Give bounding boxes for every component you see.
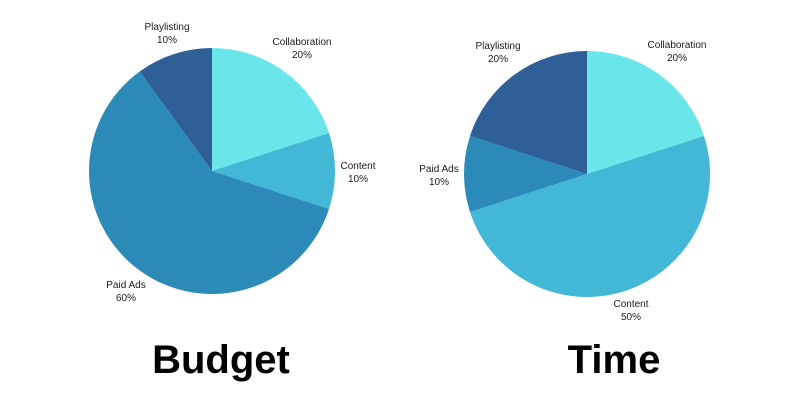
time-pie-chart: Collaboration 20% Content 50% Paid Ads 10% Pla…: [419, 40, 710, 382]
budget-pie-chart: Collaboration 20% Content 10% Paid Ads 60% Pla…: [89, 22, 376, 382]
budget-slice-paid-ads: [89, 71, 329, 294]
budget-slice-collaboration: [212, 48, 329, 171]
time-slice-playlisting: [470, 51, 587, 174]
budget-slice-playlisting: [139, 48, 212, 171]
time-label-playlisting: Playlisting 20%: [475, 41, 520, 65]
time-slice-paid-ads: [463, 135, 587, 213]
budget-slice-content: [212, 132, 336, 210]
time-label-paid-ads: Paid Ads 10%: [419, 164, 458, 188]
budget-label-playlisting: Playlisting 10%: [144, 22, 189, 46]
time-slice-collaboration: [587, 50, 704, 174]
budget-label-collaboration: Collaboration 20%: [273, 37, 332, 61]
budget-title: Budget: [152, 338, 290, 382]
time-slice-content: [470, 135, 710, 297]
budget-label-paid-ads: Paid Ads 60%: [106, 280, 145, 304]
time-label-collaboration: Collaboration 20%: [648, 40, 707, 64]
time-title: Time: [568, 338, 661, 382]
time-label-content: Content 50%: [613, 299, 648, 323]
budget-label-content: Content 10%: [340, 161, 375, 185]
